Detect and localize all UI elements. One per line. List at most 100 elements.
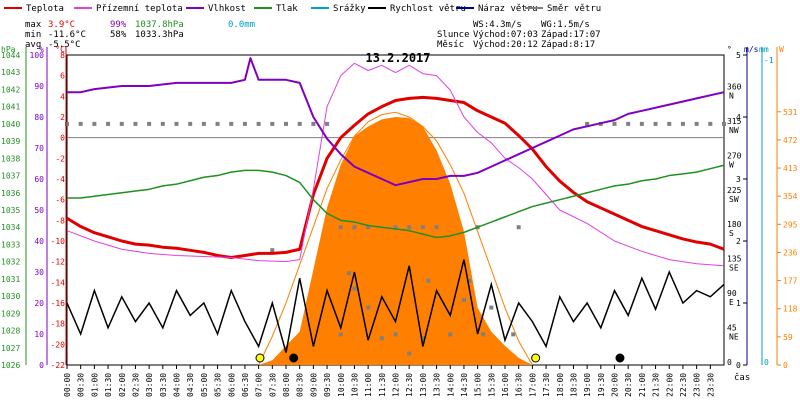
axis-unit-°C: °C: [55, 45, 65, 54]
wind-direction-point-26: [434, 225, 439, 230]
wind-direction-point-24: [407, 225, 412, 230]
axis-tick-°C-11: -14: [51, 278, 66, 287]
wind-direction-point-7: [160, 121, 165, 126]
chart-title: 13.2.2017: [365, 51, 430, 65]
wind-direction-point-45: [585, 121, 590, 126]
x-tick-label-16: 08:00: [282, 373, 291, 397]
info-ws: WS:4.3m/s: [473, 20, 522, 30]
x-tick-label-33: 16:30: [515, 373, 524, 397]
wind-direction-point-36: [489, 305, 494, 310]
axis-unit-direction: °: [727, 45, 732, 54]
x-tick-label-27: 13:30: [433, 373, 442, 397]
axis-tick-hPa-13: 1031: [1, 275, 20, 284]
wind-direction-point-11: [215, 121, 220, 126]
wind-direction-point-51: [667, 121, 672, 126]
info-moonset: Západ:8:17: [541, 40, 595, 50]
x-tick-label-5: 02:30: [131, 373, 140, 397]
wind-direction-point-9: [188, 121, 193, 126]
solar-theoretical-line: [258, 111, 533, 366]
x-tick-label-45: 22:30: [679, 373, 688, 397]
axis-tick-°C-8: -8: [55, 216, 65, 225]
axis-tick-°C-0: 8: [60, 51, 65, 60]
wind-direction-point-50: [653, 121, 658, 126]
legend-label-4: Srážky: [333, 4, 366, 14]
stat-min-pres: 1033.3hPa: [135, 30, 184, 40]
stat-min-label: min: [25, 30, 41, 40]
wind-direction-point-0: [65, 121, 69, 126]
x-tick-label-10: 05:00: [200, 373, 209, 397]
axis-tick-%-2: 80: [34, 113, 44, 122]
legend-label-7: Směr větru: [547, 4, 601, 14]
wind-direction-point-13: [242, 121, 247, 126]
x-tick-label-0: 00:00: [63, 373, 72, 397]
x-tick-label-7: 03:30: [159, 373, 168, 397]
x-tick-label-13: 06:30: [241, 373, 250, 397]
x-tick-label-4: 02:00: [118, 373, 127, 397]
axis-tick-direction-0: 360: [727, 82, 742, 91]
axis-tick-%-1: 90: [34, 82, 44, 91]
x-tick-label-40: 20:00: [611, 373, 620, 397]
wind-direction-point-41: [448, 332, 453, 337]
axis-unit-solar: W: [779, 45, 784, 54]
axis-unit-rain: mm: [759, 45, 769, 54]
axis-tick-direction-7: 45: [727, 324, 737, 333]
axis-tick-°C-10: -12: [51, 258, 66, 267]
legend-label-1: Přízemní teplota: [96, 4, 183, 14]
moonset-marker: [289, 353, 299, 363]
x-tick-label-15: 07:30: [268, 373, 277, 397]
axis-tick-direction-2: 270: [727, 151, 742, 160]
x-tick-label-17: 08:30: [296, 373, 305, 397]
x-tick-label-12: 06:00: [227, 373, 236, 397]
wind-direction-point-14: [256, 121, 261, 126]
x-tick-label-22: 11:00: [364, 373, 373, 397]
axis-tick-solar-5: 236: [783, 248, 798, 257]
axis-tick-hPa-6: 1038: [1, 154, 20, 163]
x-tick-label-30: 15:00: [474, 373, 483, 397]
x-tick-label-41: 20:30: [624, 373, 633, 397]
wind-direction-point-5: [133, 121, 138, 126]
wind-speed-line: [66, 259, 725, 353]
x-tick-label-42: 21:00: [638, 373, 647, 397]
axis-tick-wind-0: 5: [736, 51, 741, 60]
axis-tick-wind-3: 2: [736, 237, 741, 246]
wind-direction-point-52: [680, 121, 685, 126]
right-axes: °360N315NW270W225SW180S135SE90E45NE0m/s5…: [727, 45, 798, 370]
wind-direction-point-12: [229, 121, 234, 126]
axis-tick-rain-0: -1: [764, 56, 774, 65]
axis-tick-hPa-10: 1034: [1, 223, 20, 232]
axis-unit-%: %: [39, 45, 44, 54]
wind-direction-point-19: [325, 121, 330, 126]
stat-max-rain: 0.0mm: [228, 20, 255, 30]
axis-tick-hPa-8: 1036: [1, 189, 20, 198]
axis-tick-°C-3: 2: [60, 113, 65, 122]
wind-direction-point-35: [461, 297, 466, 302]
axis-tick-°C-1: 6: [60, 72, 65, 81]
x-tick-label-14: 07:00: [255, 373, 264, 397]
wind-direction-point-49: [639, 121, 644, 126]
wind-direction-point-23: [393, 225, 398, 230]
stats-block: max 3.9°C 99% 1037.8hPa 0.0mm min -11.6°…: [25, 20, 255, 50]
wind-direction-point-21: [352, 225, 357, 230]
axis-tick-hPa-12: 1032: [1, 258, 20, 267]
stat-avg-temp: -5.5°C: [48, 40, 81, 50]
x-tick-label-34: 17:00: [528, 373, 537, 397]
axis-tick-%-7: 30: [34, 268, 44, 277]
axis-tick-wind-2: 3: [736, 175, 741, 184]
info-block: WS:4.3m/s WG:1.5m/s Slunce Východ:07:03 …: [437, 20, 601, 50]
x-tick-label-8: 04:00: [173, 373, 182, 397]
wind-direction-point-39: [338, 332, 343, 337]
axis-tick-wind-5: 0: [736, 361, 741, 370]
x-tick-label-44: 22:00: [665, 373, 674, 397]
series-line-0: [66, 95, 725, 260]
stat-max-pres: 1037.8hPa: [135, 20, 184, 30]
wind-direction-point-20: [338, 225, 343, 230]
sunrise-marker: [255, 353, 265, 363]
wind-direction-point-4: [119, 121, 124, 126]
axis-tick-°C-12: -16: [51, 299, 66, 308]
x-tick-label-24: 12:00: [392, 373, 401, 397]
info-moonrise: Východ:20:12: [473, 40, 538, 50]
axis-tick-hPa-4: 1040: [1, 120, 20, 129]
wind-direction-point-2: [92, 121, 97, 126]
info-wg: WG:1.5m/s: [541, 20, 590, 30]
info-sunrise: Východ:07:03: [473, 30, 538, 40]
